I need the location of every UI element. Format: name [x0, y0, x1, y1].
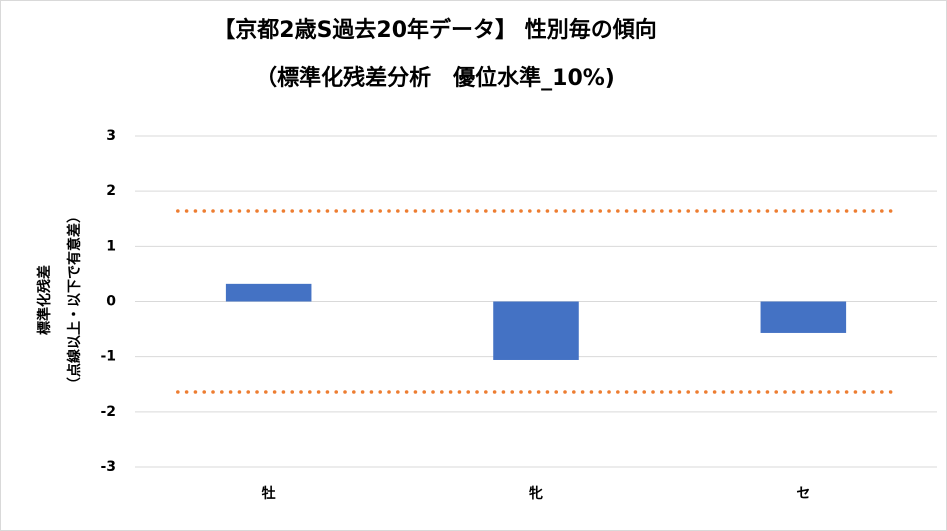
y-axis-note: （点線以上・以下で有意差）	[66, 209, 83, 391]
bar	[225, 283, 312, 302]
x-tick-label: 牝	[529, 485, 543, 502]
y-tick-label: -1	[100, 349, 116, 365]
bar	[760, 301, 847, 333]
x-tick-label: 牡	[262, 485, 276, 502]
bar	[493, 301, 579, 360]
chart-title: 【京都2歳S過去20年データ】 性別毎の傾向	[213, 17, 656, 43]
y-tick-label: 1	[106, 238, 116, 254]
y-tick-label: -2	[100, 404, 116, 420]
x-tick-label: セ	[796, 486, 810, 502]
y-tick-label: -3	[100, 459, 116, 475]
y-tick-label: 2	[106, 183, 116, 199]
y-tick-label: 0	[106, 294, 116, 310]
y-tick-label: 3	[106, 128, 116, 144]
chart-subtitle: （標準化残差分析 優位水準_10%)	[255, 65, 615, 91]
y-axis-title: 標準化残差	[36, 265, 53, 335]
